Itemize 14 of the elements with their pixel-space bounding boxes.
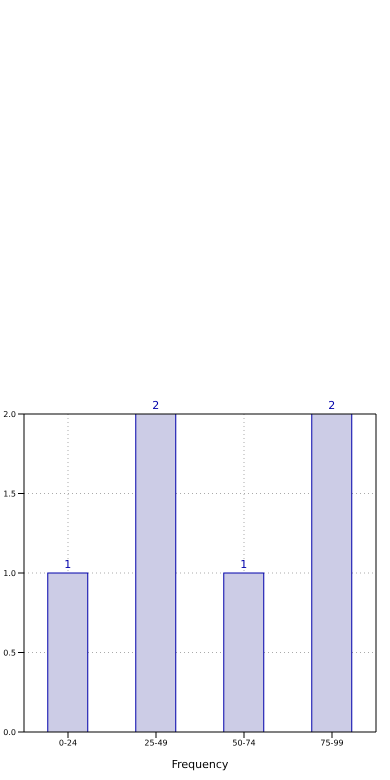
data-label: 2: [152, 399, 160, 412]
x-axis-title: Frequency: [172, 758, 229, 771]
y-tick-label: 2.0: [3, 410, 16, 419]
y-tick-label: 1.0: [3, 568, 16, 578]
data-label: 1: [240, 558, 248, 571]
x-tick-label: 75-99: [320, 738, 344, 748]
x-tick-label: 50-74: [232, 738, 256, 748]
y-tick-label: 0.0: [3, 728, 16, 737]
y-tick-label: 0.5: [3, 648, 16, 658]
data-label: 1: [64, 558, 72, 571]
x-tick-label: 0-24: [58, 738, 78, 748]
y-tick-label: 1.5: [3, 489, 16, 498]
x-tick-label: 25-49: [144, 738, 168, 748]
data-label: 2: [328, 399, 336, 412]
